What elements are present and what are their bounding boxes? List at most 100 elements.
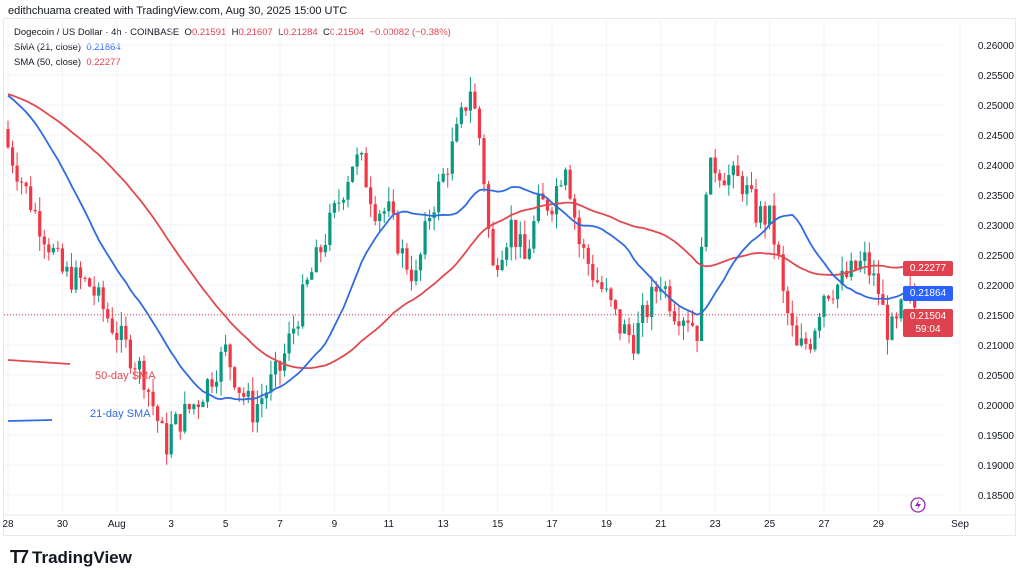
y-tick-label: 0.21000 [978, 341, 1015, 352]
last-price: 0.21504 [909, 311, 947, 322]
sma50-annotation-line [7, 359, 71, 365]
y-tick-label: 0.21500 [978, 311, 1015, 322]
candle-body [790, 313, 794, 326]
candle-body [409, 269, 414, 282]
candle-body [604, 288, 608, 290]
candle-body [15, 165, 19, 182]
candle-body [690, 322, 695, 326]
candle-body [38, 211, 42, 237]
open-value: 0.21591 [191, 27, 227, 38]
sma21-price-badge: 0.21864 [903, 286, 953, 301]
chart-frame [3, 18, 1016, 536]
sma50-label[interactable]: SMA (50, close) [14, 57, 82, 68]
candle-body [423, 221, 427, 255]
candle-body [813, 330, 817, 350]
candle-body [650, 286, 654, 318]
candle-body [418, 254, 423, 271]
y-tick-label: 0.23000 [978, 221, 1015, 232]
candle-body [137, 360, 142, 370]
candle-body [115, 332, 119, 340]
candle-body [346, 181, 350, 200]
sma21-label[interactable]: SMA (21, close) [14, 42, 82, 53]
last-price-badge: 0.21504 59:04 [903, 309, 953, 337]
candle-body [219, 351, 223, 382]
candle-body [509, 219, 513, 248]
candle-body [437, 181, 441, 213]
x-tick-label: 9 [332, 519, 338, 530]
candle-body [151, 391, 155, 407]
y-tick-label: 0.24000 [978, 161, 1015, 172]
y-tick-label: 0.23500 [978, 191, 1015, 202]
candle-body [550, 210, 554, 215]
candle-body [264, 392, 268, 399]
candle-body [214, 381, 219, 387]
candle-body [156, 406, 160, 421]
candle-body [591, 264, 595, 281]
candle-body [854, 260, 858, 270]
candle-body [364, 152, 368, 188]
candle-body [881, 294, 885, 305]
candle-body [872, 273, 876, 276]
x-tick-label: 25 [764, 519, 776, 530]
candle-body [564, 169, 568, 186]
candle-body [455, 124, 459, 142]
candle-body [722, 180, 726, 186]
candle-body [373, 204, 377, 222]
candle-body [396, 213, 400, 254]
y-tick-label: 0.22500 [978, 251, 1015, 262]
candle-body [33, 209, 37, 212]
symbol-title[interactable]: Dogecoin / US Dollar · 4h · COINBASE [14, 27, 180, 38]
candle-body [826, 295, 831, 299]
candle-body [500, 259, 504, 270]
candle-body [269, 374, 273, 393]
low-value: 0.21284 [283, 27, 318, 38]
candle-body [459, 107, 463, 125]
candle-body [840, 270, 844, 285]
candle-body [768, 205, 772, 225]
x-tick-label: 29 [873, 519, 885, 530]
y-tick-label: 0.18500 [978, 491, 1015, 502]
x-tick-label: 27 [818, 519, 830, 530]
candle-body [885, 304, 890, 340]
candle-body [677, 321, 681, 326]
candle-body [237, 387, 241, 393]
candle-body [468, 91, 472, 111]
candle-body [582, 244, 586, 248]
candle-body [609, 288, 613, 301]
candle-body [400, 248, 404, 254]
candle-body [863, 252, 867, 261]
y-tick-label: 0.25000 [978, 101, 1015, 112]
candle-body [876, 273, 880, 295]
candle-body [772, 205, 776, 245]
candle-body [101, 287, 105, 310]
candle-body [514, 219, 518, 247]
logo-text: TradingView [32, 547, 132, 567]
candle-body [777, 244, 781, 255]
candle-body [6, 129, 10, 148]
x-tick-label: 17 [546, 519, 558, 530]
candle-body [477, 108, 482, 139]
sma50-line [7, 93, 920, 370]
candle-body [332, 203, 336, 213]
candle-body [890, 316, 894, 340]
candle-body [577, 217, 581, 245]
candle-body [731, 165, 735, 176]
candle-body [278, 361, 282, 371]
candle-body [464, 107, 468, 111]
candle-body [645, 305, 649, 318]
x-tick-label: 7 [277, 519, 283, 530]
candle-body [56, 247, 60, 249]
x-tick-label: 19 [601, 519, 613, 530]
candle-body [97, 287, 101, 296]
candle-body [505, 247, 509, 260]
candle-body [414, 270, 418, 282]
candle-body [124, 325, 128, 340]
candle-body [205, 379, 210, 402]
candle-body [328, 212, 332, 246]
candle-body [92, 286, 96, 296]
tradingview-logo[interactable]: T7 TradingView [10, 547, 132, 568]
close-value: 0.21504 [329, 27, 365, 38]
candle-body [749, 185, 754, 189]
candle-body [405, 248, 409, 270]
